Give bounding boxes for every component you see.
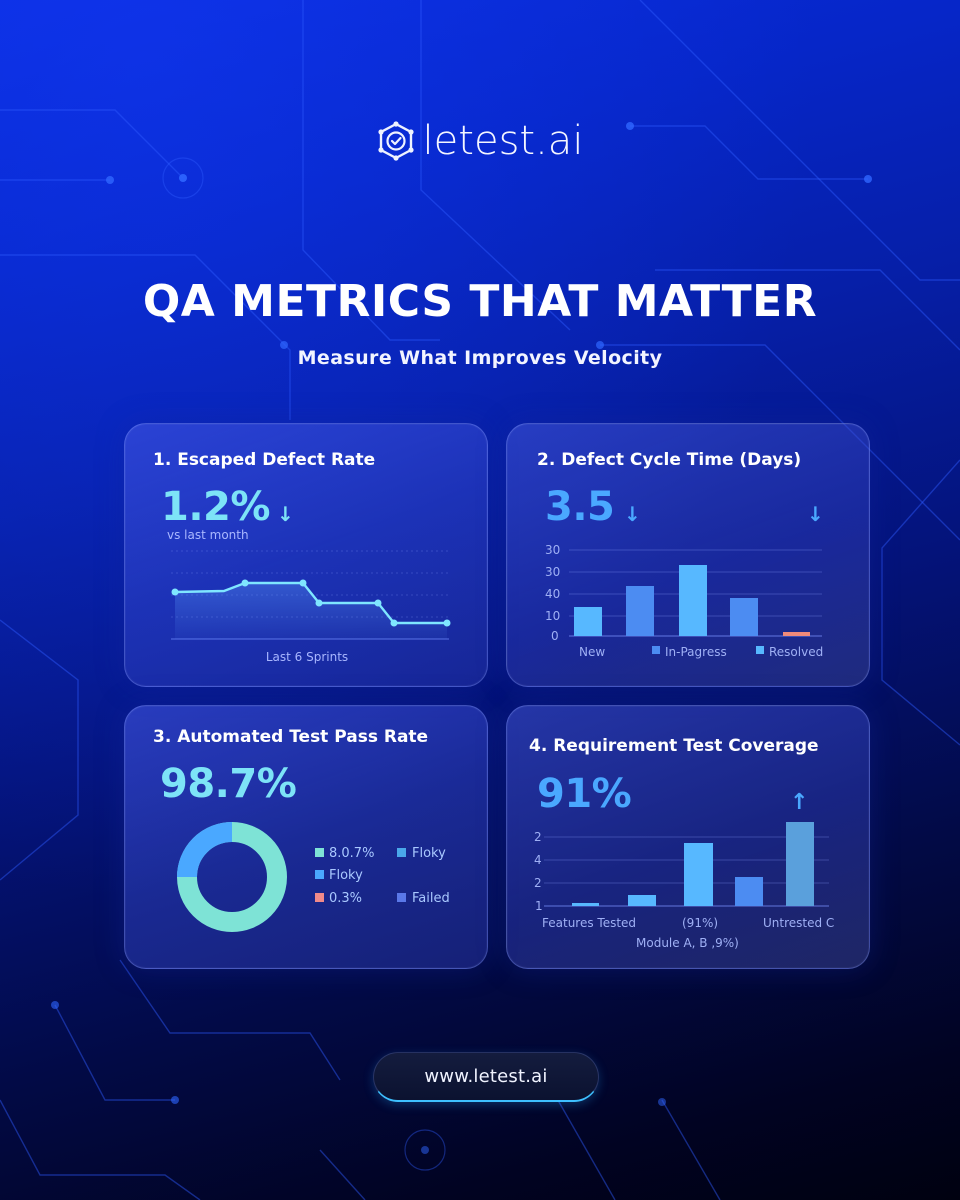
bar <box>783 632 810 636</box>
page-title: QA METRICS THAT MATTER <box>142 276 818 327</box>
bar <box>679 565 707 636</box>
legend-swatch <box>315 870 324 879</box>
website-link-button[interactable]: www.letest.ai <box>373 1052 599 1102</box>
bar <box>684 843 713 906</box>
y-tick: 2 <box>534 876 542 890</box>
brand-name: letest.ai <box>422 118 584 164</box>
legend-label: In-Pagress <box>665 645 727 659</box>
metric-subtext: vs last month <box>167 528 249 542</box>
y-tick: 30 <box>545 543 560 557</box>
y-tick: 4 <box>534 853 542 867</box>
card-automated-test-pass-rate: 3. Automated Test Pass Rate 98.7% 8.0.7%… <box>124 705 488 969</box>
legend-label: Floky <box>412 846 446 861</box>
bar-chart: 2 4 2 1 Features Tested (91%) Untrested … <box>534 822 834 950</box>
metric-value: 98.7% <box>160 761 297 807</box>
card-title: 1. Escaped Defect Rate <box>153 450 376 470</box>
hexagon-check-icon <box>377 121 414 161</box>
x-label: Features Tested <box>542 916 636 930</box>
bar <box>628 895 656 906</box>
bar <box>735 877 763 906</box>
bar <box>574 607 602 636</box>
bar <box>786 822 814 906</box>
x-label: (91%) <box>682 916 718 930</box>
card-title: 4. Requirement Test Coverage <box>529 736 819 756</box>
y-tick: 2 <box>534 830 542 844</box>
line-chart <box>171 550 451 640</box>
legend-label: Failed <box>412 891 450 906</box>
legend-swatch <box>397 893 406 902</box>
legend-label: Floky <box>329 868 363 883</box>
legend-label: 8.0.7% <box>329 846 374 861</box>
y-tick: 1 <box>535 899 543 913</box>
bar <box>730 598 758 636</box>
y-tick: 30 <box>545 565 560 579</box>
bar-chart: 30 30 40 10 0 New In-Pagress Resolved <box>545 543 823 659</box>
legend-swatch <box>756 646 764 654</box>
y-tick: 10 <box>545 609 560 623</box>
card-escaped-defect-rate: 1. Escaped Defect Rate 1.2% ↓ vs last mo… <box>124 423 488 687</box>
x-label: Untrested C <box>763 916 834 930</box>
legend-swatch <box>315 893 324 902</box>
y-tick: 0 <box>551 629 559 643</box>
metric-value: 91% <box>537 771 632 817</box>
bar <box>626 586 654 636</box>
donut-chart: 8.0.7% Floky Floky 0.3% Failed <box>177 822 450 932</box>
card-defect-cycle-time: 2. Defect Cycle Time (Days) 3.5 ↓ ↓ 30 3… <box>506 423 870 687</box>
card-title: 2. Defect Cycle Time (Days) <box>537 450 802 470</box>
page-subtitle: Measure What Improves Velocity <box>297 347 663 369</box>
arrow-down-icon: ↓ <box>277 502 294 526</box>
arrow-down-icon: ↓ <box>624 502 641 526</box>
x-label-new: New <box>579 645 605 659</box>
legend-swatch <box>315 848 324 857</box>
arrow-down-icon: ↓ <box>807 502 824 526</box>
metric-value: 1.2% <box>161 484 270 530</box>
metric-value: 3.5 <box>545 484 615 530</box>
bar <box>572 903 599 906</box>
x-axis-caption: Last 6 Sprints <box>265 650 349 664</box>
legend-label: Resolved <box>769 645 823 659</box>
brand-logo: letest.ai <box>0 118 960 164</box>
card-title: 3. Automated Test Pass Rate <box>153 727 429 747</box>
x-axis-caption: Module A, B ,9%) <box>636 936 739 950</box>
arrow-up-icon: ↑ <box>790 790 809 815</box>
legend-swatch <box>652 646 660 654</box>
legend-label: 0.3% <box>329 891 362 906</box>
legend-swatch <box>397 848 406 857</box>
y-tick: 40 <box>545 587 560 601</box>
card-requirement-test-coverage: 4. Requirement Test Coverage 91% ↑ 2 4 2… <box>506 705 870 969</box>
